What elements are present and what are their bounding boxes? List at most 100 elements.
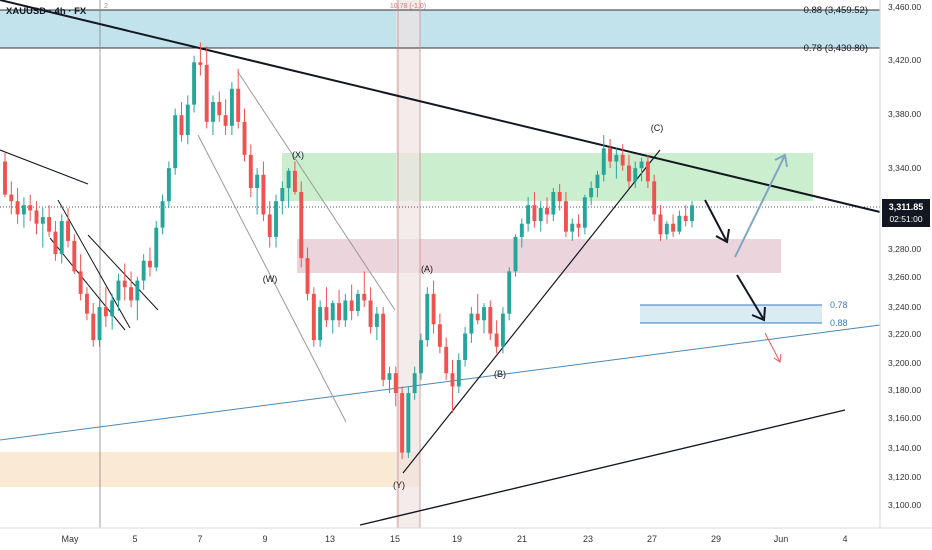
candle — [148, 247, 152, 277]
candle — [444, 337, 449, 380]
candle-body — [456, 359, 461, 387]
price-tick-label: 3,140.00 — [888, 443, 921, 453]
countdown-label: 02:51:00 — [889, 214, 922, 224]
candle-body — [437, 324, 442, 347]
candle — [242, 108, 247, 162]
price-tick-label: 3,460.00 — [888, 2, 921, 12]
blue-support-trendline[interactable] — [0, 324, 881, 441]
candle — [551, 187, 556, 222]
candle — [589, 181, 594, 206]
time-tick-label: May — [61, 534, 79, 544]
candle-body — [40, 217, 45, 224]
time-tick-label: 21 — [517, 534, 527, 544]
candle-body — [274, 201, 278, 237]
candle — [103, 287, 108, 327]
candle-body — [160, 201, 165, 228]
current-price-badge — [882, 199, 930, 227]
candle — [229, 82, 234, 136]
candle — [280, 181, 285, 215]
candle — [393, 366, 398, 407]
candle-body — [608, 148, 613, 162]
candle-body — [223, 115, 228, 126]
range-label: 10.78 (-1.0) — [390, 3, 426, 10]
candle — [318, 300, 323, 347]
candle — [349, 284, 354, 321]
candle — [129, 271, 134, 308]
candle — [84, 287, 89, 321]
candle-body — [551, 191, 556, 215]
candle-body — [526, 205, 531, 224]
candle — [406, 386, 411, 458]
projection-arrow-red — [764, 332, 781, 363]
candle-body — [683, 215, 688, 222]
lower-support-trendline[interactable] — [359, 409, 846, 526]
candle — [236, 68, 241, 129]
price-tick-label: 3,340.00 — [888, 163, 921, 173]
candle-body — [488, 307, 493, 334]
candle — [570, 218, 575, 241]
candle-body — [652, 181, 657, 215]
candle — [482, 303, 486, 334]
candle-body — [66, 221, 70, 241]
range-number: 2 — [104, 3, 108, 10]
time-tick-label: 9 — [262, 534, 267, 544]
candle-body — [601, 148, 606, 175]
candle — [135, 276, 140, 321]
time-axis[interactable] — [0, 528, 932, 550]
candle — [595, 170, 600, 198]
candle-body — [217, 101, 222, 116]
candle-body — [261, 174, 266, 215]
candle — [192, 55, 197, 113]
main-downtrend-line[interactable] — [0, 0, 881, 213]
time-tick-label: 5 — [132, 534, 137, 544]
candle — [683, 205, 688, 227]
candle — [652, 174, 657, 222]
candle-body — [343, 300, 348, 321]
candle-body — [563, 201, 568, 232]
candle — [627, 154, 631, 188]
time-tick-label: 27 — [647, 534, 657, 544]
candle-body — [589, 187, 594, 198]
candle-body — [507, 271, 512, 314]
candle-body — [450, 373, 455, 387]
arrow-head-red — [773, 353, 782, 363]
candle — [53, 221, 58, 261]
rising-trendline[interactable] — [402, 149, 661, 474]
supply-zone — [282, 153, 813, 201]
candle-body — [627, 165, 631, 182]
candle — [343, 293, 348, 327]
candle — [645, 154, 650, 188]
falling-channel-upper[interactable] — [237, 71, 396, 311]
candle — [261, 161, 266, 222]
candle-body — [34, 210, 39, 224]
candle — [526, 197, 531, 232]
small-trendline-left[interactable] — [0, 149, 89, 185]
wave-label-y: (Y) — [393, 480, 405, 490]
candle — [66, 207, 70, 248]
price-tick-label: 3,200.00 — [888, 358, 921, 368]
wave-label-b: (B) — [494, 369, 506, 379]
candle-body — [570, 223, 575, 232]
candle — [633, 161, 638, 188]
candle — [425, 287, 430, 347]
support-zone — [0, 452, 420, 487]
candle-body — [166, 168, 171, 202]
time-tick-label: 4 — [842, 534, 847, 544]
falling-channel-lower[interactable] — [197, 134, 347, 423]
candle — [412, 366, 417, 400]
candle-body — [337, 303, 341, 321]
price-axis[interactable] — [880, 0, 932, 550]
fib-label-078: 0.78 (3,430.80) — [804, 43, 868, 54]
current-price-label: 3,311.85 — [889, 202, 924, 212]
arrow-head-1 — [715, 228, 730, 244]
arrow-head-up — [774, 153, 788, 168]
channel-middle[interactable] — [87, 234, 159, 311]
candle — [324, 287, 329, 327]
candle-body — [154, 227, 159, 268]
candle-body — [538, 207, 543, 222]
candle-body — [198, 62, 203, 65]
candle-body — [393, 373, 398, 394]
candle — [690, 201, 694, 228]
candle-body — [633, 168, 638, 182]
